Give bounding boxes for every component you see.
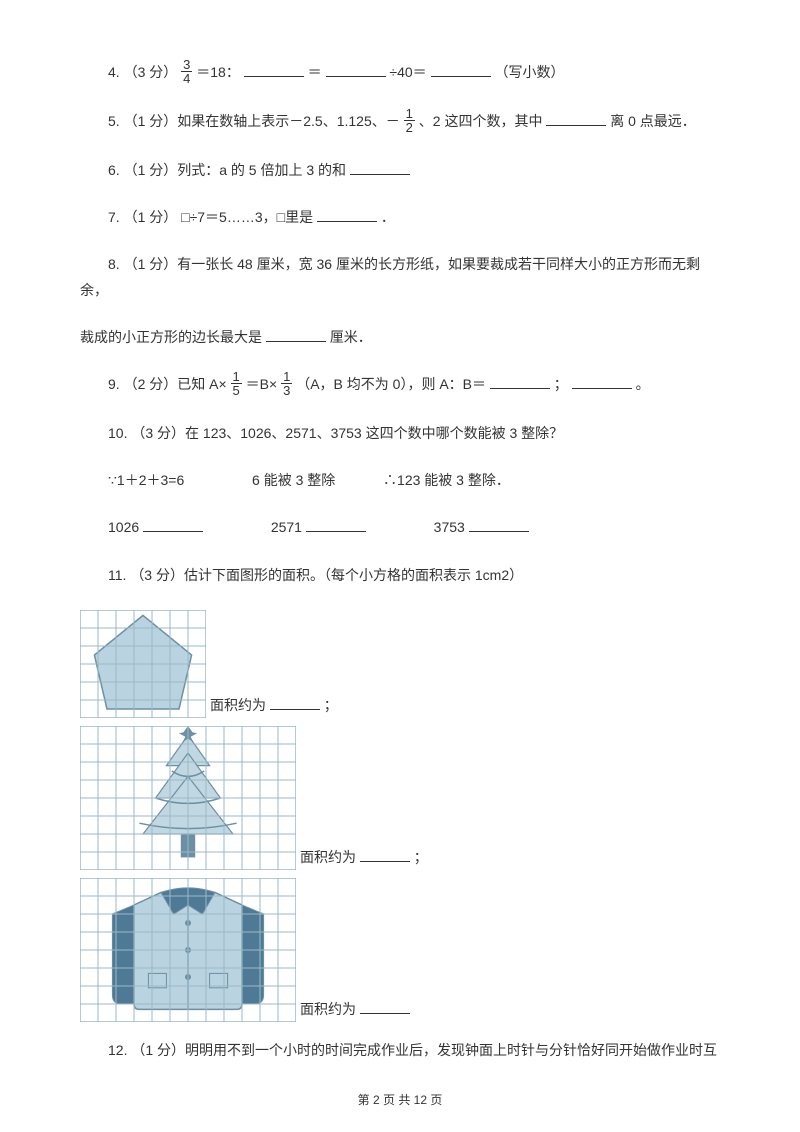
blank (143, 516, 203, 532)
blank (546, 110, 606, 126)
question-4: 4. （3 分） 3 4 ＝18： ＝ ÷40＝ （写小数） (80, 60, 720, 87)
blank (360, 998, 410, 1014)
figure-3-label: 面积约为 (300, 997, 410, 1022)
question-10-line2: ∵1＋2＋3=6 6 能被 3 整除 ∴123 能被 3 整除． (80, 468, 720, 493)
q4-t4: （写小数） (494, 64, 564, 80)
blank (469, 516, 529, 532)
blank (244, 61, 304, 77)
figure-2-grid (80, 726, 296, 870)
question-9: 9. （2 分）已知 A× 1 5 ＝B× 1 3 （A，B 均不为 0），则 … (80, 372, 720, 399)
fraction-1-2: 1 2 (404, 107, 415, 134)
q9-mid: ＝B× (246, 376, 281, 392)
question-5: 5. （1 分）如果在数轴上表示－2.5、1.125、－ 1 2 、2 这四个数… (80, 109, 720, 136)
q10-l2a: ∵1＋2＋3=6 (108, 472, 184, 488)
q10-l1: 10. （3 分）在 123、1026、2571、3753 这四个数中哪个数能被… (108, 425, 563, 441)
q7-t2: ． (381, 209, 395, 225)
question-6: 6. （1 分）列式：a 的 5 倍加上 3 的和 (80, 158, 720, 183)
q5-t1: 、2 这四个数，其中 (419, 113, 543, 129)
q5-prefix: 5. （1 分）如果在数轴上表示－2.5、1.125、－ (108, 113, 400, 129)
blank (572, 373, 632, 389)
figure-3-grid (80, 878, 296, 1022)
q4-prefix: 4. （3 分） (108, 64, 177, 80)
figure-3-row: 面积约为 (80, 878, 720, 1022)
question-10-line1: 10. （3 分）在 123、1026、2571、3753 这四个数中哪个数能被… (80, 421, 720, 446)
figure-1-label: 面积约为 ； (210, 693, 338, 718)
q10-l2c: ∴123 能被 3 整除． (383, 472, 510, 488)
figure-1-grid (80, 610, 206, 718)
q9-t1: （A，B 均不为 0），则 A：B＝ (296, 376, 486, 392)
page-footer: 第 2 页 共 12 页 (0, 1090, 800, 1112)
q11-l1: 11. （3 分）估计下面图形的面积。（每个小方格的面积表示 1cm2） (108, 567, 523, 583)
blank (350, 159, 410, 175)
q10-ans1: 1026 (108, 519, 139, 535)
q10-l2b: 6 能被 3 整除 (252, 472, 335, 488)
q8-l2b: 厘米． (330, 329, 372, 345)
q9-t3: 。 (636, 376, 650, 392)
blank (326, 61, 386, 77)
blank (306, 516, 366, 532)
question-10-answers: 1026 2571 3753 (80, 515, 720, 540)
q12-text: 12. （1 分）明明用不到一个小时的时间完成作业后，发现钟面上时针与分针恰好同… (108, 1042, 717, 1058)
question-8-line1: 8. （1 分）有一张长 48 厘米，宽 36 厘米的长方形纸，如果要裁成若干同… (80, 252, 720, 302)
q8-l1: 8. （1 分）有一张长 48 厘米，宽 36 厘米的长方形纸，如果要裁成若干同… (80, 256, 700, 297)
question-8-line2: 裁成的小正方形的边长最大是 厘米． (80, 325, 720, 350)
question-7: 7. （1 分） □÷7＝5……3，□里是 ． (80, 205, 720, 230)
q4-t1: ＝18： (196, 64, 240, 80)
blank (270, 694, 320, 710)
question-11-line1: 11. （3 分）估计下面图形的面积。（每个小方格的面积表示 1cm2） (80, 563, 720, 588)
q10-ans3: 3753 (434, 519, 465, 535)
fraction-1-5: 1 5 (231, 370, 242, 397)
footer-text: 第 2 页 共 12 页 (358, 1093, 443, 1107)
question-12: 12. （1 分）明明用不到一个小时的时间完成作业后，发现钟面上时针与分针恰好同… (80, 1038, 720, 1063)
blank (490, 373, 550, 389)
q4-t2: ＝ (308, 64, 322, 80)
fraction-3-4: 3 4 (181, 58, 192, 85)
blank (431, 61, 491, 77)
blank (317, 206, 377, 222)
blank (266, 326, 326, 342)
q9-prefix: 9. （2 分）已知 A× (108, 376, 231, 392)
q6-text: 6. （1 分）列式：a 的 5 倍加上 3 的和 (108, 162, 346, 178)
q5-t2: 离 0 点最远． (610, 113, 696, 129)
fraction-1-3: 1 3 (281, 370, 292, 397)
figure-1-row: 面积约为 ； (80, 610, 720, 718)
blank (360, 846, 410, 862)
q9-t2: ； (554, 376, 568, 392)
figure-2-row: 面积约为 ； (80, 726, 720, 870)
q10-ans2: 2571 (271, 519, 302, 535)
figure-2-label: 面积约为 ； (300, 845, 428, 870)
q4-t3: ÷40＝ (389, 64, 426, 80)
q7-t1: 7. （1 分） □÷7＝5……3，□里是 (108, 209, 313, 225)
q8-l2a: 裁成的小正方形的边长最大是 (80, 329, 262, 345)
